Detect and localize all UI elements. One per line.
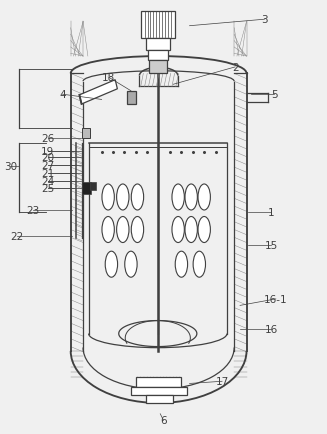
Ellipse shape [198,184,210,210]
Text: 26: 26 [41,134,55,144]
Ellipse shape [125,252,137,278]
Text: 19: 19 [41,146,55,156]
Text: 16-1: 16-1 [264,294,288,304]
Ellipse shape [102,184,114,210]
Text: 30: 30 [4,161,17,171]
Bar [141,12,175,39]
Polygon shape [79,81,117,105]
Ellipse shape [172,184,184,210]
Text: 4: 4 [59,90,66,100]
Ellipse shape [185,184,198,210]
Bar [127,92,136,105]
Text: 3: 3 [261,15,268,25]
Text: 16: 16 [264,325,278,335]
Text: 21: 21 [41,169,55,179]
Ellipse shape [198,217,210,243]
Text: 24: 24 [41,177,55,187]
Bar [149,60,167,73]
Ellipse shape [172,217,184,243]
Ellipse shape [175,252,188,278]
Ellipse shape [117,217,129,243]
Text: 27: 27 [41,161,55,171]
Text: 15: 15 [264,240,278,250]
Text: 1: 1 [267,208,274,218]
Bar [136,377,181,387]
Ellipse shape [131,184,144,210]
Ellipse shape [102,217,114,243]
Bar [146,395,173,404]
Ellipse shape [193,252,205,278]
Ellipse shape [117,184,129,210]
Bar [90,182,96,190]
Bar [148,51,168,60]
Ellipse shape [131,217,144,243]
Bar [131,387,187,395]
Text: 6: 6 [160,415,167,425]
Text: 23: 23 [26,206,40,216]
Text: 5: 5 [271,90,278,100]
Bar [146,39,170,51]
Text: 25: 25 [41,184,55,194]
Bar [82,129,90,138]
Ellipse shape [105,252,118,278]
Text: 2: 2 [232,63,238,73]
Text: 17: 17 [215,376,229,386]
Text: 20: 20 [41,153,55,163]
Text: 18: 18 [101,73,115,83]
Bar [82,182,91,194]
Text: 22: 22 [10,231,24,241]
Ellipse shape [185,217,198,243]
